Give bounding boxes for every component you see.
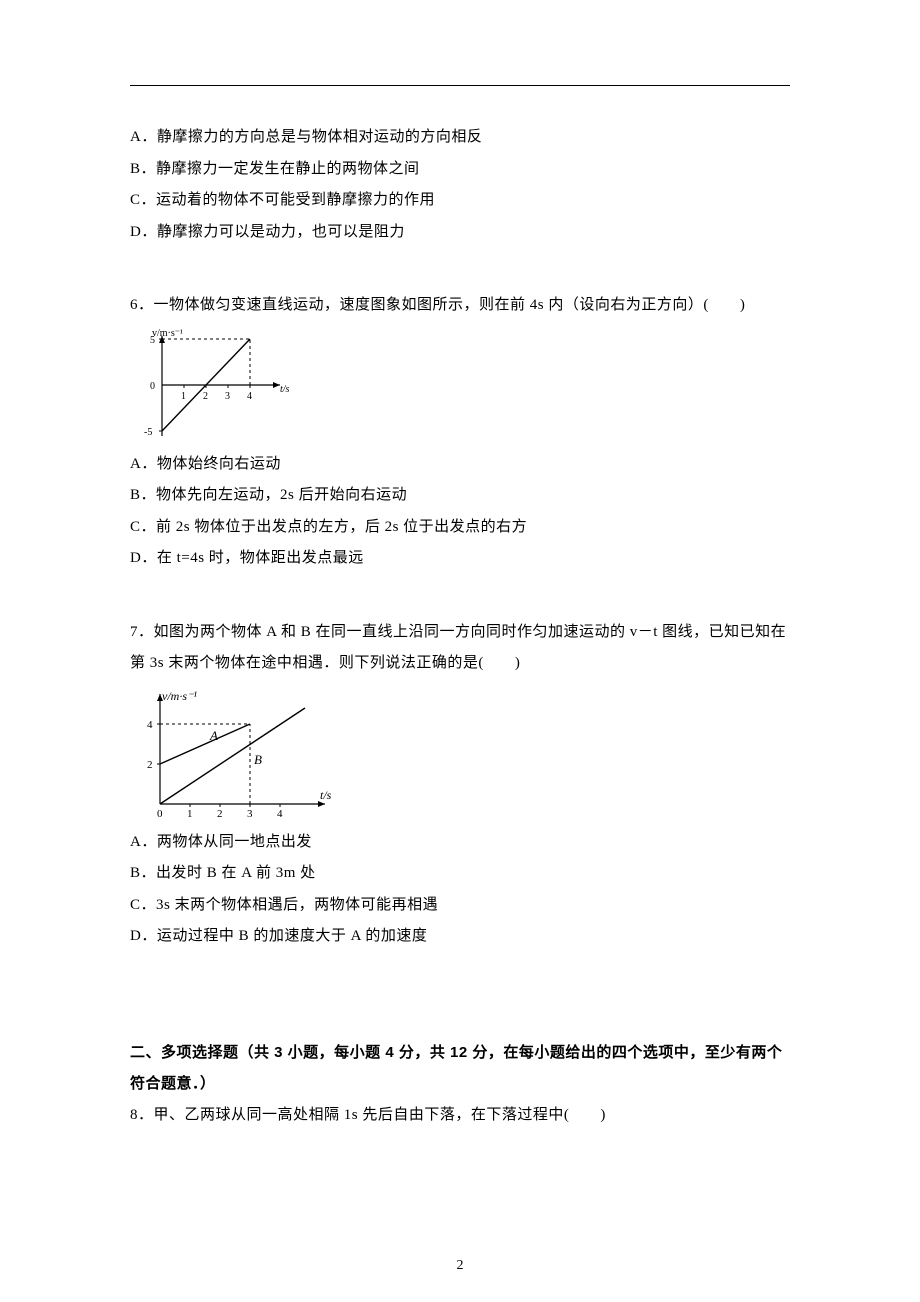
svg-text:-5: -5 (144, 427, 152, 438)
q6-figure: 1 2 3 4 5 0 -5 v/m·s⁻¹ t/s (130, 328, 790, 443)
q5-option-b: B．静摩擦力一定发生在静止的两物体之间 (130, 154, 790, 186)
svg-text:1: 1 (181, 391, 186, 402)
q7-option-d: D．运动过程中 B 的加速度大于 A 的加速度 (130, 921, 790, 953)
svg-text:0: 0 (157, 808, 163, 820)
q6-option-b: B．物体先向左运动，2s 后开始向右运动 (130, 480, 790, 512)
q5-option-c: C．运动着的物体不可能受到静摩擦力的作用 (130, 185, 790, 217)
q6-option-d: D．在 t=4s 时，物体距出发点最远 (130, 543, 790, 575)
q7-stem: 7．如图为两个物体 A 和 B 在同一直线上沿同一方向同时作匀加速运动的 v－t… (130, 617, 790, 680)
svg-text:t/s: t/s (280, 384, 290, 395)
svg-text:4: 4 (247, 391, 252, 402)
svg-text:v/m·s⁻¹: v/m·s⁻¹ (162, 689, 197, 703)
svg-text:v/m·s⁻¹: v/m·s⁻¹ (152, 328, 183, 339)
q8-stem: 8．甲、乙两球从同一高处相隔 1s 先后自由下落，在下落过程中( ) (130, 1100, 790, 1132)
svg-text:3: 3 (247, 808, 253, 820)
q7-option-b: B．出发时 B 在 A 前 3m 处 (130, 858, 790, 890)
svg-text:t/s: t/s (320, 788, 332, 802)
q7-option-c: C．3s 末两个物体相遇后，两物体可能再相遇 (130, 890, 790, 922)
q5-option-d: D．静摩擦力可以是动力，也可以是阻力 (130, 217, 790, 249)
svg-text:4: 4 (277, 808, 283, 820)
q5-option-a: A．静摩擦力的方向总是与物体相对运动的方向相反 (130, 122, 790, 154)
section2-title: 二、多项选择题（共 3 小题，每小题 4 分，共 12 分，在每小题给出的四个选… (130, 1037, 790, 1100)
svg-text:0: 0 (150, 381, 155, 392)
q6-option-c: C．前 2s 物体位于出发点的左方，后 2s 位于出发点的右方 (130, 512, 790, 544)
page-number: 2 (0, 1258, 920, 1274)
svg-text:A: A (209, 728, 218, 743)
svg-text:4: 4 (147, 719, 153, 731)
top-rule (130, 85, 790, 86)
q6-stem: 6．一物体做匀变速直线运动，速度图象如图所示，则在前 4s 内（设向右为正方向）… (130, 290, 790, 322)
q6-option-a: A．物体始终向右运动 (130, 449, 790, 481)
svg-text:B: B (254, 752, 262, 767)
svg-text:2: 2 (217, 808, 223, 820)
q7-figure: 0 1 2 3 4 2 4 A B v/m·s⁻¹ t/ (130, 686, 790, 821)
svg-text:2: 2 (147, 759, 153, 771)
svg-text:1: 1 (187, 808, 193, 820)
svg-text:2: 2 (203, 391, 208, 402)
svg-text:3: 3 (225, 391, 230, 402)
q7-option-a: A．两物体从同一地点出发 (130, 827, 790, 859)
